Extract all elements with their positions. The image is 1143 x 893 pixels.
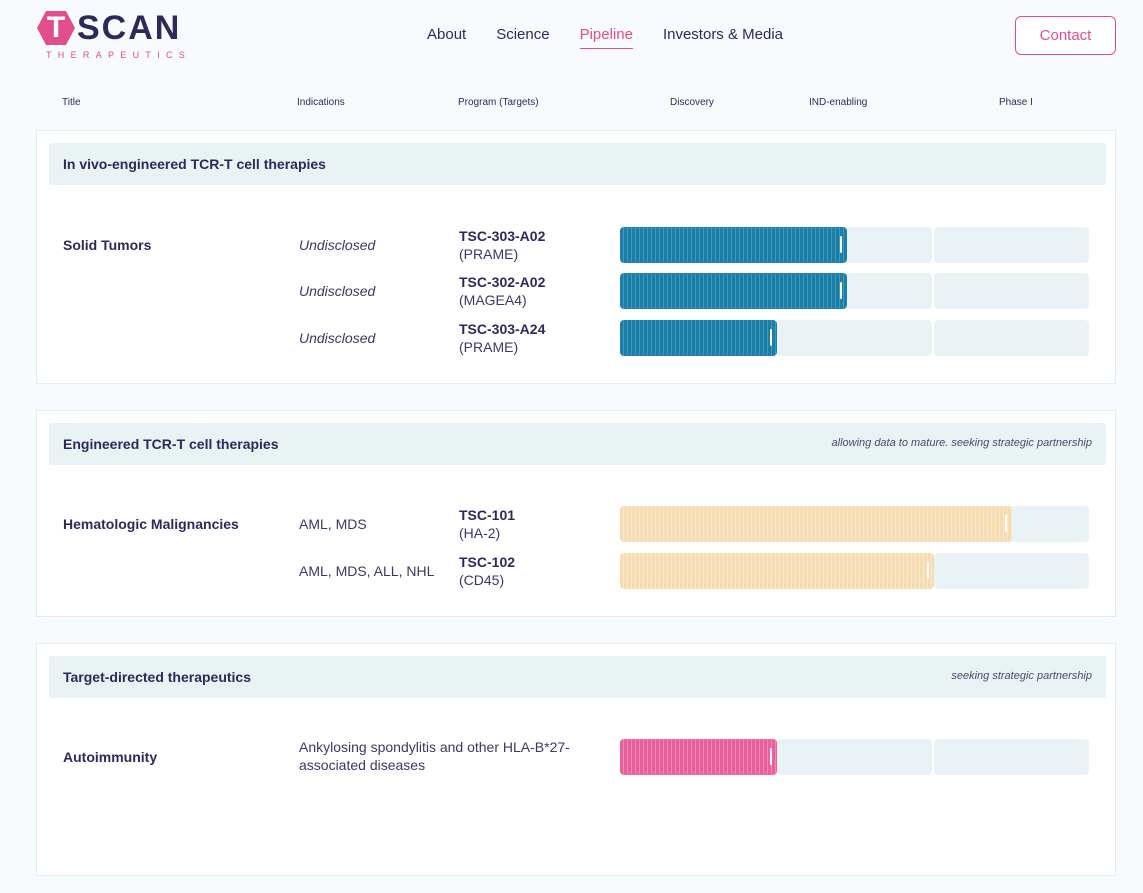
- progress-marker: [927, 562, 929, 579]
- program-name: TSC-303-A02: [459, 228, 546, 244]
- progress-bar-fill: [620, 739, 777, 775]
- nav-science[interactable]: Science: [496, 26, 550, 43]
- column-header-phase-1: Phase I: [999, 97, 1033, 108]
- progress-track: [620, 227, 1090, 263]
- stage-segment: [934, 739, 1089, 775]
- progress-bar-fill: [620, 320, 777, 356]
- indication: Undisclosed: [299, 283, 376, 299]
- indication: Ankylosing spondylitis and other HLA-B*2…: [299, 739, 570, 773]
- column-header-discovery: Discovery: [670, 97, 714, 108]
- progress-track: [620, 739, 1090, 775]
- progress-bar-fill: [620, 553, 934, 589]
- nav-pipeline[interactable]: Pipeline: [579, 26, 633, 49]
- section-band: In vivo-engineered TCR-T cell therapies: [49, 143, 1106, 185]
- progress-track: [620, 506, 1090, 542]
- program-target: (CD45): [459, 572, 505, 588]
- nav-investors-media[interactable]: Investors & Media: [662, 26, 784, 43]
- program-name: TSC-303-A24: [459, 321, 546, 337]
- section-title: In vivo-engineered TCR-T cell therapies: [63, 156, 326, 172]
- progress-track: [620, 320, 1090, 356]
- indication: Undisclosed: [299, 330, 376, 346]
- progress-marker: [839, 282, 842, 299]
- section-title: Target-directed therapeutics: [63, 669, 252, 685]
- program-name: TSC-302-A02: [459, 274, 546, 290]
- progress-marker: [1004, 515, 1007, 532]
- progress-marker: [839, 236, 842, 253]
- program-name: TSC-101: [459, 507, 516, 523]
- program[interactable]: TSC-303-A24 (PRAME): [459, 320, 545, 356]
- progress-bar-fill: [620, 506, 1012, 542]
- program[interactable]: TSC-101 (HA-2): [459, 506, 515, 542]
- column-header-title: Title: [62, 97, 81, 108]
- pipeline-section-in-vivo: In vivo-engineered TCR-T cell therapies …: [36, 130, 1116, 384]
- program-target: (HA-2): [459, 525, 501, 541]
- program-target: (MAGEA4): [459, 292, 527, 308]
- stage-segment: [934, 553, 1089, 589]
- main-nav: About Science Pipeline Investors & Media: [427, 26, 813, 49]
- section-band: Target-directed therapeutics seeking str…: [49, 656, 1106, 698]
- stage-segment: [777, 739, 932, 775]
- pipeline-section-target-directed: Target-directed therapeutics seeking str…: [36, 643, 1116, 876]
- progress-track: [620, 553, 1090, 589]
- column-header-indications: Indications: [297, 97, 345, 108]
- column-header-program: Program (Targets): [458, 97, 539, 108]
- contact-button[interactable]: Contact: [1015, 16, 1116, 55]
- logo-subtitle: THERAPEUTICS: [46, 50, 192, 60]
- program[interactable]: TSC-302-A02 (MAGEA4): [459, 273, 545, 309]
- progress-bar-fill: [620, 273, 847, 309]
- progress-marker: [770, 748, 772, 765]
- stage-segment: [777, 320, 932, 356]
- stage-segment: [934, 320, 1089, 356]
- program[interactable]: TSC-102 (CD45): [459, 553, 515, 589]
- stage-segment: [934, 227, 1089, 263]
- group-title: Hematologic Malignancies: [63, 516, 239, 532]
- pipeline-section-engineered: Engineered TCR-T cell therapies allowing…: [36, 410, 1116, 617]
- progress-track: [620, 273, 1090, 309]
- section-title: Engineered TCR-T cell therapies: [63, 436, 279, 452]
- progress-bar-fill: [620, 227, 847, 263]
- group-title: Solid Tumors: [63, 237, 152, 253]
- program[interactable]: TSC-303-A02 (PRAME): [459, 227, 545, 263]
- hexagon-logo-icon: T: [36, 10, 76, 46]
- progress-marker: [770, 329, 772, 346]
- stage-segment: [934, 273, 1089, 309]
- logo-text: SCAN: [77, 9, 182, 47]
- program-target: (PRAME): [459, 339, 519, 355]
- section-note: allowing data to mature. seeking strateg…: [831, 437, 1092, 449]
- logo-wordmark: T SCAN: [36, 10, 181, 46]
- program-target: (PRAME): [459, 246, 519, 262]
- group-title: Autoimmunity: [63, 749, 158, 765]
- nav-about[interactable]: About: [427, 26, 467, 43]
- column-header-ind-enabling: IND-enabling: [809, 97, 868, 108]
- tscan-logo[interactable]: T SCAN THERAPEUTICS: [36, 10, 206, 62]
- section-band: Engineered TCR-T cell therapies allowing…: [49, 423, 1106, 465]
- indication: AML, MDS, ALL, NHL: [299, 563, 435, 579]
- indication: AML, MDS: [299, 516, 367, 532]
- program-name: TSC-102: [459, 554, 516, 570]
- logo-letter: T: [46, 11, 66, 44]
- site-header: T SCAN THERAPEUTICS About Science Pipeli…: [0, 0, 1143, 72]
- indication: Undisclosed: [299, 237, 376, 253]
- section-note: seeking strategic partnership: [951, 670, 1092, 682]
